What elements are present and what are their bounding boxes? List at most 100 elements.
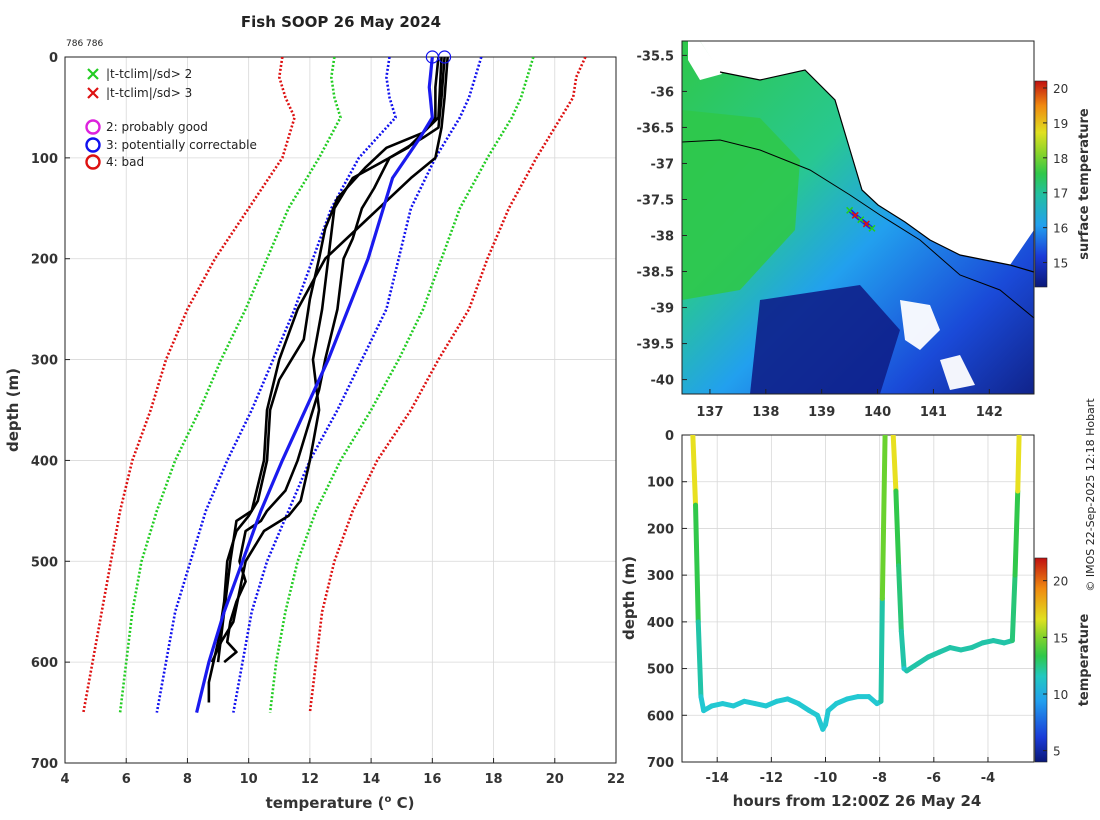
legend-circle-marker xyxy=(85,137,101,153)
y-tick-label: 300 xyxy=(31,354,58,369)
track-flag-marker xyxy=(862,220,870,228)
time-depth-segment xyxy=(890,435,899,494)
climatology-line xyxy=(308,57,587,713)
climatology-line xyxy=(82,57,296,713)
map-x-tick-label: 142 xyxy=(976,405,1003,420)
time-depth-segment xyxy=(898,628,907,672)
y-tick-label: 600 xyxy=(31,656,58,671)
time-y-tick-label: 200 xyxy=(647,522,674,537)
map-axes-frame xyxy=(681,40,1035,395)
temperature-profile-line xyxy=(210,57,443,663)
y-tick-label: 700 xyxy=(31,757,58,772)
time-depth-segment xyxy=(695,619,704,700)
legend-circle-marker xyxy=(85,119,101,135)
time-depth-segment xyxy=(878,596,885,704)
sst-cbar-tick-label: 19 xyxy=(1053,117,1068,131)
y-tick-label: 0 xyxy=(49,51,58,66)
map-coastline xyxy=(719,69,1034,273)
y-tick-label: 400 xyxy=(31,454,58,469)
time-y-tick-label: 700 xyxy=(647,756,674,771)
track-flag-marker xyxy=(846,206,854,214)
map-land-north xyxy=(700,41,1034,265)
time-y-tick-label: 400 xyxy=(647,616,674,631)
time-y-tick-label: 0 xyxy=(665,429,674,444)
time-x-tick-label: -14 xyxy=(705,771,729,786)
legend-circle-marker xyxy=(85,154,101,170)
climatology-line xyxy=(232,57,483,713)
track-flag-marker xyxy=(868,224,876,232)
x-tick-label: 8 xyxy=(183,772,192,787)
y-tick-label: 500 xyxy=(31,555,58,570)
legend-label: 4: bad xyxy=(106,155,144,169)
y-tick-label: 200 xyxy=(31,253,58,268)
climatology-lines xyxy=(82,57,587,713)
x-tick-label: 10 xyxy=(240,772,258,787)
sst-cbar-tick-label: 18 xyxy=(1053,152,1068,166)
time-grid xyxy=(682,435,1034,762)
ship-track xyxy=(846,206,876,232)
time-depth-segment xyxy=(893,488,902,569)
profile-ticks: 4 6 8 10 12 14 16 18 20 22 0 100 200 300 400 500 600 700 xyxy=(31,50,625,787)
mean-profile-line xyxy=(195,57,434,713)
climatology-line xyxy=(118,57,342,713)
track-flag-marker xyxy=(857,216,865,224)
time-y-tick-label: 300 xyxy=(647,569,674,584)
temperature-profile-line xyxy=(207,57,440,703)
time-axes-frame xyxy=(681,434,1035,763)
time-y-tick-label: 600 xyxy=(647,709,674,724)
time-depth-segment xyxy=(1012,488,1021,578)
map-y-tick-label: -38.5 xyxy=(637,266,674,281)
time-x-tick-label: -4 xyxy=(981,771,995,786)
map-y-tick-label: -39.5 xyxy=(637,338,674,353)
legend-label: |t-tclim|/sd> 3 xyxy=(106,86,192,100)
x-tick-label: 16 xyxy=(423,772,441,787)
profile-panel: 4 6 8 10 12 14 16 18 20 220100200300400500600700 … xyxy=(4,50,625,812)
legend-label: 2: probably good xyxy=(106,120,208,134)
map-y-tick-label: -38 xyxy=(651,230,675,245)
y-tick-label: 100 xyxy=(31,152,58,167)
time-depth-segment xyxy=(1009,572,1018,644)
chart-title: Fish SOOP 26 May 2024 xyxy=(241,13,441,31)
time-depth-segment xyxy=(1015,435,1022,494)
x-tick-label: 20 xyxy=(546,772,564,787)
copyright-note: © IMOS 22-Sep-2025 12:18 Hobart xyxy=(1084,398,1097,592)
time-depth-segment xyxy=(693,502,701,625)
map-warm-water xyxy=(682,110,800,300)
map-x-tick-label: 141 xyxy=(920,405,947,420)
time-depth-panel: -14 -12 -10 -8 -6 -4 0 100 200 300 400 500 600 700 ho… xyxy=(620,429,1092,810)
id-label: 786 786 xyxy=(66,39,103,49)
map-y-tick-label: -36.5 xyxy=(637,121,674,136)
time-ticks: -14 -12 -10 -8 -6 -4 0 100 200 300 400 500 600 700 xyxy=(647,429,995,786)
sst-colorbar-ticks: 15 16 17 18 19 20 xyxy=(1043,82,1068,271)
x-tick-label: 18 xyxy=(485,772,503,787)
map-y-tick-label: -39 xyxy=(651,302,675,317)
climatology-line xyxy=(268,57,535,713)
map-ticks: 137 138 139 140 141 142 -35.5 -36 -36.5 -37 -37.5 -… xyxy=(637,49,1003,420)
sst-cbar-tick-label: 16 xyxy=(1053,222,1068,236)
time-ylabel: depth (m) xyxy=(620,556,638,640)
legend-x-marker xyxy=(87,87,99,99)
map-cloud-gaps xyxy=(900,300,975,390)
x-tick-label: 22 xyxy=(607,772,625,787)
time-depth-segment xyxy=(896,563,904,634)
temp-cbar-tick-label: 20 xyxy=(1053,575,1068,589)
map-y-tick-label: -37 xyxy=(651,157,675,172)
profile-grid xyxy=(65,57,616,763)
time-depth-segment xyxy=(690,435,699,508)
map-x-tick-label: 137 xyxy=(696,405,723,420)
map-y-tick-label: -37.5 xyxy=(637,193,674,208)
legend-label: 3: potentially correctable xyxy=(106,138,257,152)
sst-colorbar-label: surface temperature xyxy=(1077,108,1092,260)
x-tick-label: 12 xyxy=(301,772,319,787)
temperature-profile-line xyxy=(216,57,449,663)
profile-lines xyxy=(195,57,449,713)
map-y-tick-label: -36 xyxy=(651,85,675,100)
time-x-tick-label: -12 xyxy=(760,771,784,786)
track-flag-marker xyxy=(851,211,859,219)
climatology-line xyxy=(155,57,398,713)
map-y-tick-label: -35.5 xyxy=(637,49,674,64)
sst-map-panel: 137 138 139 140 141 142 -35.5 -36 -36.5 -37 -37.5 -… xyxy=(637,40,1092,420)
time-x-tick-label: -8 xyxy=(872,771,886,786)
temp-cbar-tick-label: 10 xyxy=(1053,688,1068,702)
